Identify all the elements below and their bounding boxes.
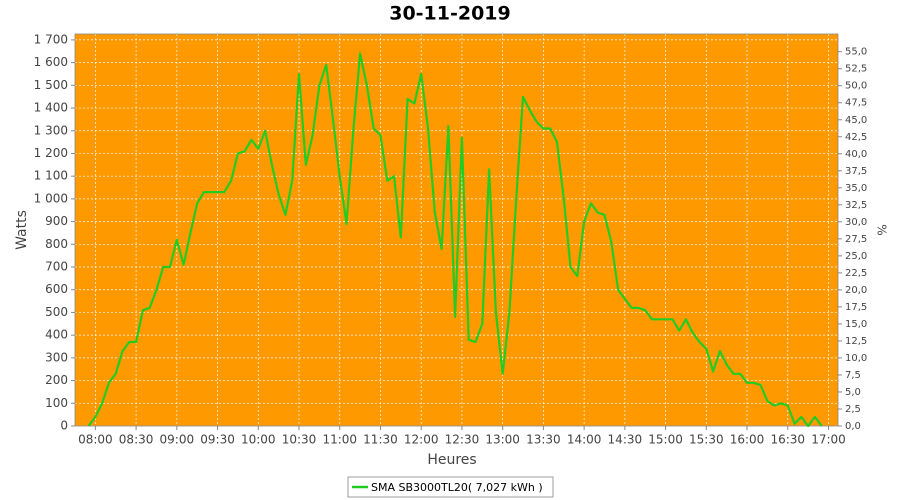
x-tick-label: 15:00 bbox=[648, 433, 683, 447]
y-tick-label: 1 300 bbox=[34, 123, 68, 137]
x-tick-label: 09:00 bbox=[160, 433, 195, 447]
y-tick-label: 800 bbox=[45, 237, 68, 251]
y2-tick-label: 47,5 bbox=[845, 98, 867, 109]
x-tick-label: 11:00 bbox=[322, 433, 357, 447]
y2-tick-label: 22,5 bbox=[845, 268, 867, 279]
x-tick-label: 13:30 bbox=[526, 433, 561, 447]
y-tick-label: 1 200 bbox=[34, 146, 68, 160]
y2-axis-label: % bbox=[875, 224, 889, 235]
y2-tick-label: 40,0 bbox=[845, 149, 867, 160]
x-tick-label: 10:30 bbox=[282, 433, 317, 447]
y-tick-label: 1 100 bbox=[34, 169, 68, 183]
y2-tick-label: 20,0 bbox=[845, 285, 867, 296]
y2-tick-label: 52,5 bbox=[845, 64, 867, 75]
x-tick-label: 16:00 bbox=[730, 433, 765, 447]
series-line bbox=[87, 52, 823, 428]
y-tick-label: 900 bbox=[45, 214, 68, 228]
y-tick-label: 500 bbox=[45, 305, 68, 319]
plot-area bbox=[75, 34, 838, 426]
y-tick-label: 1 000 bbox=[34, 191, 68, 205]
x-tick-label: 16:30 bbox=[770, 433, 805, 447]
x-tick-label: 11:30 bbox=[363, 433, 398, 447]
x-axis-label: Heures bbox=[427, 452, 476, 468]
x-tick-label: 13:00 bbox=[485, 433, 520, 447]
y2-tick-label: 25,0 bbox=[845, 251, 867, 262]
y2-tick-label: 37,5 bbox=[845, 166, 867, 177]
x-tick-label: 12:30 bbox=[445, 433, 480, 447]
chart-title: 30-11-2019 bbox=[389, 3, 511, 25]
y2-tick-label: 27,5 bbox=[845, 234, 867, 245]
y2-tick-label: 2,5 bbox=[845, 404, 861, 415]
y2-tick-label: 55,0 bbox=[845, 47, 867, 58]
y-tick-label: 600 bbox=[45, 282, 68, 296]
y-tick-label: 700 bbox=[45, 260, 68, 274]
y-tick-label: 0 bbox=[60, 419, 68, 433]
x-tick-label: 09:30 bbox=[200, 433, 235, 447]
legend-box bbox=[347, 476, 554, 498]
y-tick-label: 1 400 bbox=[34, 101, 68, 115]
x-tick-label: 08:30 bbox=[119, 433, 154, 447]
y2-tick-label: 5,0 bbox=[845, 387, 861, 398]
y2-tick-label: 15,0 bbox=[845, 319, 867, 330]
x-tick-label: 17:00 bbox=[811, 433, 846, 447]
x-tick-label: 10:00 bbox=[241, 433, 276, 447]
y-tick-label: 1 700 bbox=[34, 32, 68, 46]
y2-tick-label: 45,0 bbox=[845, 115, 867, 126]
y2-tick-label: 0,0 bbox=[845, 421, 861, 432]
x-tick-label: 15:30 bbox=[689, 433, 724, 447]
y-tick-label: 400 bbox=[45, 328, 68, 342]
y2-tick-label: 10,0 bbox=[845, 353, 867, 364]
y2-tick-label: 50,0 bbox=[845, 81, 867, 92]
y-tick-label: 200 bbox=[45, 373, 68, 387]
y2-tick-label: 32,5 bbox=[845, 200, 867, 211]
plot-border bbox=[74, 33, 839, 427]
x-tick-label: 08:00 bbox=[78, 433, 113, 447]
x-tick-label: 14:30 bbox=[608, 433, 643, 447]
y-tick-label: 1 600 bbox=[34, 55, 68, 69]
y-tick-label: 100 bbox=[45, 396, 68, 410]
y2-tick-label: 42,5 bbox=[845, 132, 867, 143]
y-axis-label: Watts bbox=[14, 210, 30, 250]
y-tick-label: 300 bbox=[45, 350, 68, 364]
y2-tick-label: 7,5 bbox=[845, 370, 861, 381]
legend-label: SMA SB3000TL20( 7,027 kWh ) bbox=[371, 481, 543, 494]
y2-tick-label: 12,5 bbox=[845, 336, 867, 347]
y2-tick-label: 30,0 bbox=[845, 217, 867, 228]
y2-tick-label: 35,0 bbox=[845, 183, 867, 194]
x-tick-label: 14:00 bbox=[567, 433, 602, 447]
y2-tick-label: 17,5 bbox=[845, 302, 867, 313]
y-tick-label: 1 500 bbox=[34, 78, 68, 92]
x-tick-label: 12:00 bbox=[404, 433, 439, 447]
